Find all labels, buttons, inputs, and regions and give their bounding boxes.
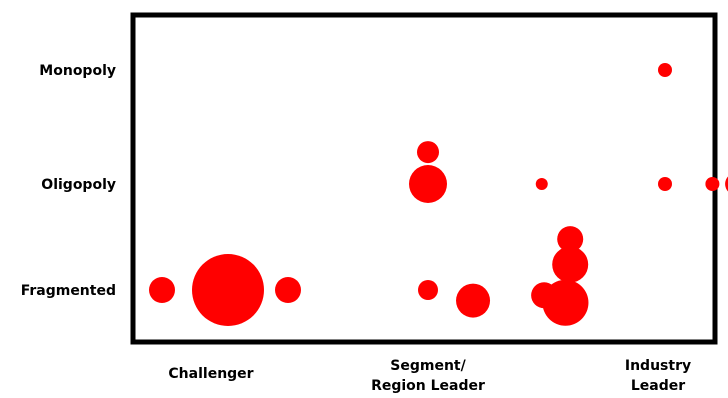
bubble-point-6	[531, 282, 558, 309]
bubble-series	[149, 63, 728, 326]
y-tick-label: Fragmented	[21, 283, 116, 299]
x-axis-tick-labels: Challenger Segment/Region Leader Industry L…	[168, 358, 691, 394]
y-tick-label: Monopoly	[39, 63, 116, 79]
bubble-point-8	[557, 226, 584, 253]
bubble-point-0	[192, 254, 264, 326]
bubble-point-2	[275, 277, 301, 303]
bubble-point-1	[149, 277, 175, 303]
bubble-point-15	[658, 63, 672, 77]
bubble-point-13	[705, 177, 720, 191]
x-tick-label: Industry Leader	[625, 358, 691, 394]
bubble-point-9	[409, 165, 447, 203]
y-axis-tick-labels: Fragmented Oligopoly Monopoly	[21, 63, 116, 299]
x-tick-label: Segment/Region Leader	[371, 358, 485, 394]
bubble-point-14	[725, 176, 728, 192]
bubble-point-10	[417, 141, 439, 164]
x-tick-label: Challenger	[168, 366, 253, 382]
bubble-point-11	[535, 178, 548, 190]
bubble-point-3	[418, 280, 438, 300]
bubble-point-12	[658, 177, 672, 191]
bubble-point-4	[456, 283, 491, 318]
bubble-point-7	[552, 246, 589, 283]
y-tick-label: Oligopoly	[41, 177, 116, 193]
